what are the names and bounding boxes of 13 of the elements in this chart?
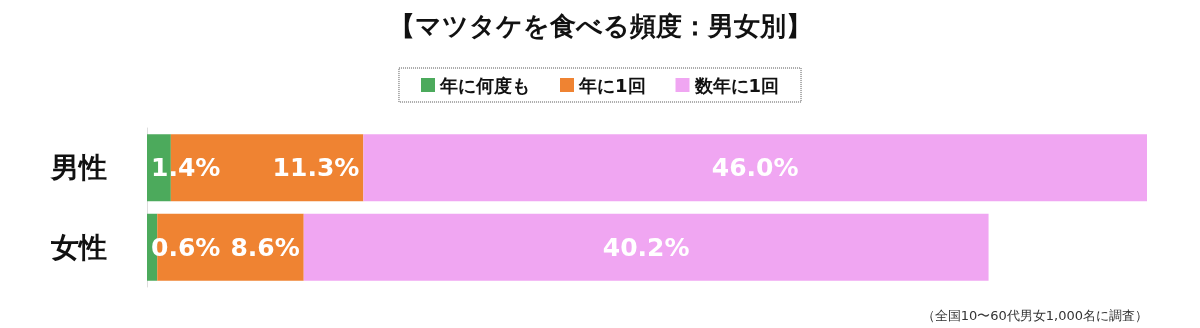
bar bbox=[363, 134, 1147, 202]
bar bbox=[303, 213, 989, 281]
data-label: 8.6% bbox=[230, 232, 300, 262]
chart-title: 【マツタケを食べる頻度：男女別】 bbox=[388, 11, 812, 41]
legend-label: 年に何度も bbox=[438, 74, 530, 96]
legend-label: 年に1回 bbox=[577, 74, 646, 96]
y-tick-label: 男性 bbox=[50, 151, 107, 185]
legend-label: 数年に1回 bbox=[693, 74, 780, 96]
data-label: 11.3% bbox=[272, 153, 360, 183]
data-label: 46.0% bbox=[711, 153, 799, 183]
data-label: 40.2% bbox=[602, 232, 690, 262]
y-tick-label: 女性 bbox=[50, 230, 107, 264]
text: （全国10〜60代男女1,000名に調査） bbox=[921, 308, 1149, 323]
